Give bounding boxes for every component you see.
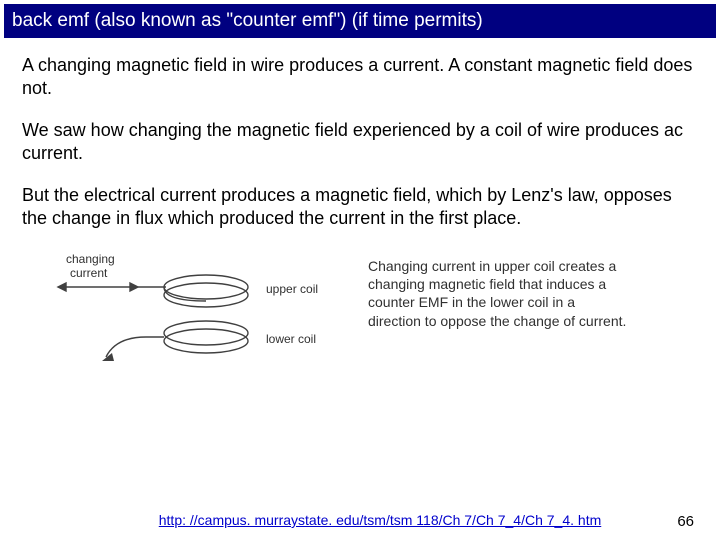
upper-coil	[164, 275, 248, 307]
title-bar: back emf (also known as "counter emf") (…	[4, 4, 716, 38]
lower-lead	[106, 337, 164, 357]
paragraph-2: We saw how changing the magnetic field e…	[22, 119, 698, 164]
paragraph-3: But the electrical current produces a ma…	[22, 184, 698, 229]
slide-title: back emf (also known as "counter emf") (…	[12, 10, 483, 31]
link-line: http: //campus. murraystate. edu/tsm/tsm…	[0, 512, 720, 530]
page-number: 66	[677, 513, 694, 530]
figure-row: changing current upper coil	[22, 249, 698, 384]
label-current: current	[70, 266, 108, 280]
lower-coil	[164, 321, 248, 353]
figure-caption: Changing current in upper coil creates a…	[368, 257, 628, 330]
label-upper-coil: upper coil	[266, 282, 318, 296]
content-area: A changing magnetic field in wire produc…	[0, 38, 720, 384]
label-changing: changing	[66, 252, 115, 266]
coil-diagram: changing current upper coil	[56, 249, 356, 384]
label-lower-coil: lower coil	[266, 332, 316, 346]
source-link[interactable]: http: //campus. murraystate. edu/tsm/tsm…	[159, 512, 602, 528]
double-arrow-icon	[58, 283, 138, 291]
paragraph-1: A changing magnetic field in wire produc…	[22, 54, 698, 99]
